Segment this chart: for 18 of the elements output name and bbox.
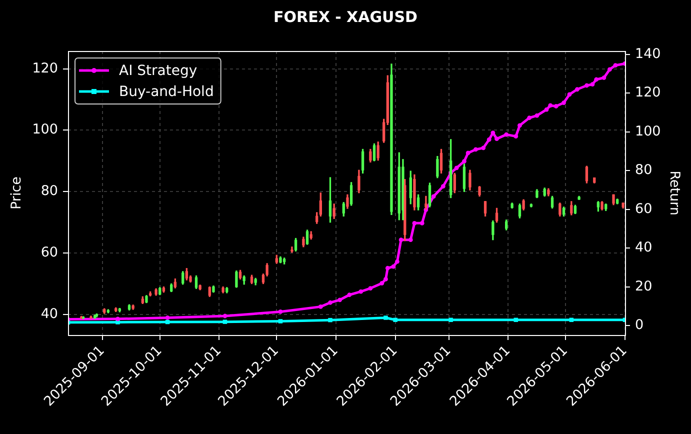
y2-axis-title: Return: [666, 170, 682, 216]
legend-label: Buy-and-Hold: [119, 84, 214, 100]
y2-tick-label: 0: [635, 317, 644, 334]
y-tick-label: 100: [32, 122, 58, 138]
y2-tick-label: 60: [635, 200, 652, 217]
y2-tick-label: 40: [635, 240, 652, 256]
y-tick-label: 60: [40, 244, 58, 261]
y2-tick-label: 100: [635, 123, 661, 140]
y-tick-label: 80: [40, 183, 58, 200]
y-tick-label: 120: [32, 60, 58, 76]
legend-label: AI Strategy: [119, 63, 198, 80]
y-tick-label: 40: [40, 306, 58, 322]
y2-tick-label: 80: [635, 162, 652, 178]
y2-tick-label: 120: [635, 84, 661, 101]
y2-tick-label: 140: [635, 46, 661, 62]
chart-title: FOREX - XAGUSD: [274, 8, 418, 26]
y2-tick-label: 20: [635, 278, 652, 294]
y-axis-title: Price: [8, 176, 25, 210]
